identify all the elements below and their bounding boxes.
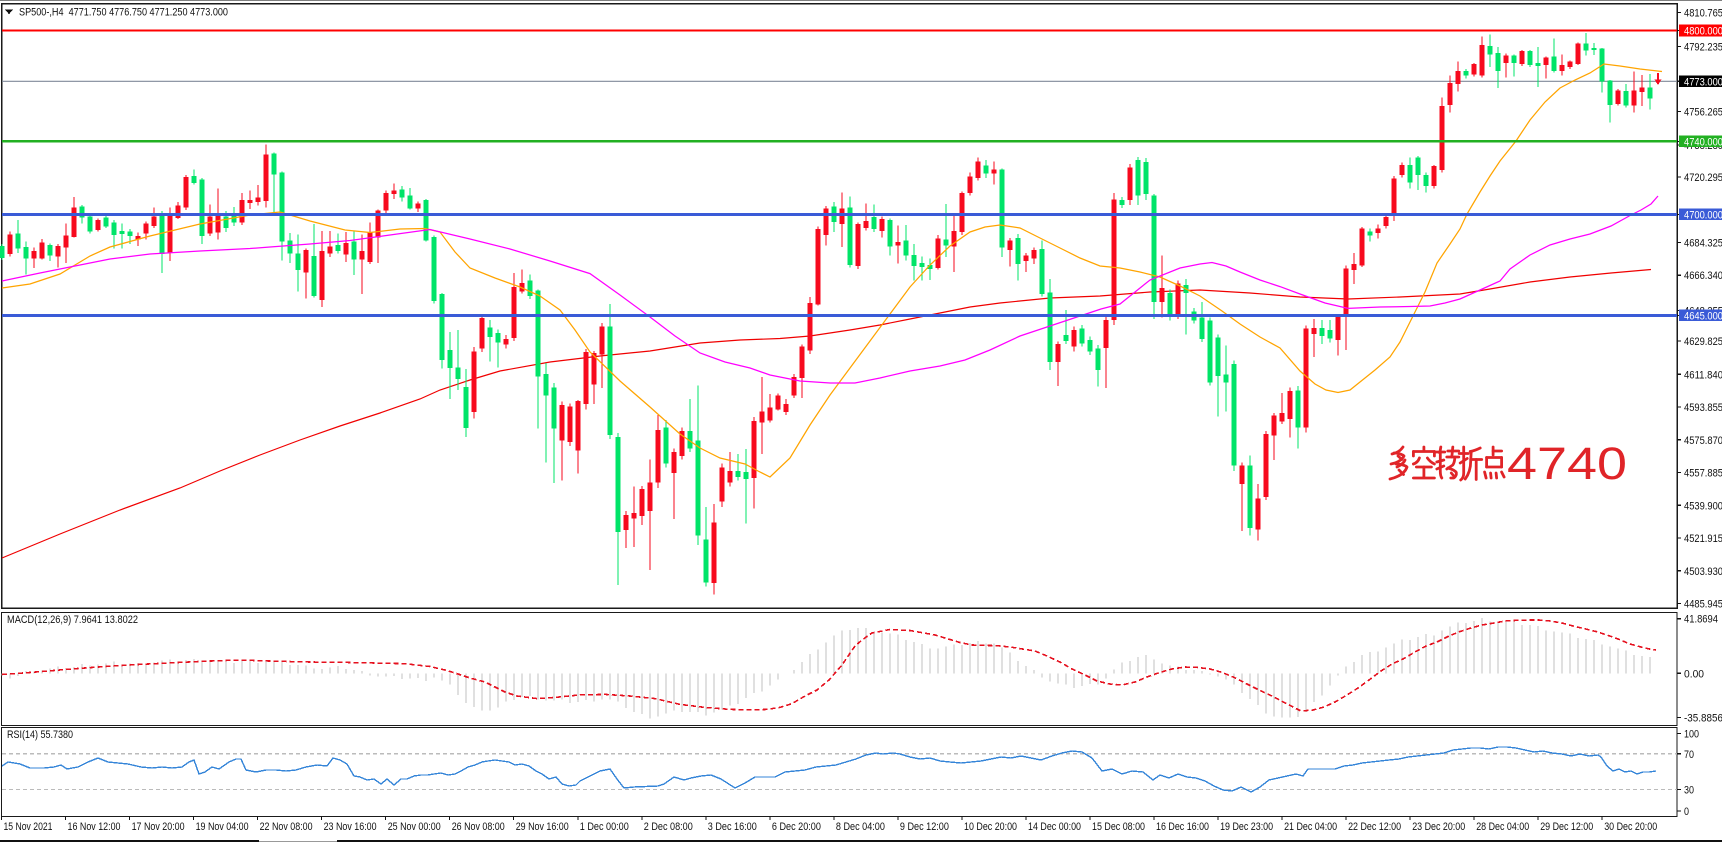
svg-text:16 Dec 16:00: 16 Dec 16:00	[1156, 821, 1209, 833]
svg-text:4575.870: 4575.870	[1684, 435, 1722, 447]
svg-text:4792.235: 4792.235	[1684, 41, 1722, 53]
svg-text:25 Nov 00:00: 25 Nov 00:00	[388, 821, 441, 833]
svg-text:MACD(12,26,9) 7.9641 13.8022: MACD(12,26,9) 7.9641 13.8022	[7, 614, 138, 626]
svg-text:4645.000: 4645.000	[1684, 310, 1722, 322]
svg-text:9 Dec 12:00: 9 Dec 12:00	[900, 821, 949, 833]
svg-text:30: 30	[1684, 785, 1694, 797]
svg-text:19 Dec 23:00: 19 Dec 23:00	[1220, 821, 1273, 833]
svg-text:29 Dec 12:00: 29 Dec 12:00	[1540, 821, 1593, 833]
svg-text:4629.825: 4629.825	[1684, 336, 1722, 348]
svg-text:1 Dec 00:00: 1 Dec 00:00	[580, 821, 629, 833]
svg-text:4611.840: 4611.840	[1684, 369, 1722, 381]
svg-text:15 Dec 08:00: 15 Dec 08:00	[1092, 821, 1145, 833]
svg-text:22 Dec 12:00: 22 Dec 12:00	[1348, 821, 1401, 833]
svg-text:RSI(14) 55.7380: RSI(14) 55.7380	[7, 729, 73, 741]
svg-text:4773.000: 4773.000	[1684, 76, 1722, 88]
svg-text:23 Dec 20:00: 23 Dec 20:00	[1412, 821, 1465, 833]
svg-text:4700.000: 4700.000	[1684, 209, 1722, 221]
svg-text:2 Dec 08:00: 2 Dec 08:00	[644, 821, 693, 833]
svg-text:29 Nov 16:00: 29 Nov 16:00	[516, 821, 569, 833]
svg-text:16 Nov 12:00: 16 Nov 12:00	[68, 821, 121, 833]
svg-text:70: 70	[1684, 749, 1694, 761]
svg-text:6 Dec 20:00: 6 Dec 20:00	[772, 821, 821, 833]
svg-text:4756.265: 4756.265	[1684, 107, 1722, 119]
svg-text:8 Dec 04:00: 8 Dec 04:00	[836, 821, 885, 833]
svg-text:4684.325: 4684.325	[1684, 238, 1722, 250]
svg-text:10 Dec 20:00: 10 Dec 20:00	[964, 821, 1017, 833]
svg-text:4503.930: 4503.930	[1684, 566, 1722, 578]
svg-text:4539.900: 4539.900	[1684, 500, 1722, 512]
svg-text:0: 0	[1684, 806, 1689, 818]
svg-text:4720.295: 4720.295	[1684, 172, 1722, 184]
svg-text:4666.340: 4666.340	[1684, 270, 1722, 282]
svg-text:30 Dec 20:00: 30 Dec 20:00	[1604, 821, 1657, 833]
svg-text:41.8694: 41.8694	[1684, 614, 1718, 626]
svg-text:23 Nov 16:00: 23 Nov 16:00	[324, 821, 377, 833]
svg-text:4800.000: 4800.000	[1684, 26, 1722, 38]
svg-text:100: 100	[1684, 729, 1699, 741]
svg-text:4557.885: 4557.885	[1684, 468, 1722, 480]
svg-text:26 Nov 08:00: 26 Nov 08:00	[452, 821, 505, 833]
svg-text:4740.000: 4740.000	[1684, 136, 1722, 148]
svg-text:28 Dec 04:00: 28 Dec 04:00	[1476, 821, 1529, 833]
svg-text:15 Nov 2021: 15 Nov 2021	[4, 821, 53, 833]
svg-text:19 Nov 04:00: 19 Nov 04:00	[196, 821, 249, 833]
svg-text:4485.945: 4485.945	[1684, 599, 1722, 611]
svg-text:14 Dec 00:00: 14 Dec 00:00	[1028, 821, 1081, 833]
svg-text:SP500-,H4 4771.750 4776.750 4: SP500-,H4 4771.750 4776.750 4771.250 477…	[19, 7, 228, 19]
svg-text:17 Nov 20:00: 17 Nov 20:00	[132, 821, 185, 833]
svg-text:3 Dec 16:00: 3 Dec 16:00	[708, 821, 757, 833]
svg-text:4810.765: 4810.765	[1684, 8, 1722, 20]
svg-text:-35.8856: -35.8856	[1684, 713, 1722, 725]
svg-text:4593.855: 4593.855	[1684, 402, 1722, 414]
svg-text:21 Dec 04:00: 21 Dec 04:00	[1284, 821, 1337, 833]
svg-text:4740: 4740	[1507, 438, 1627, 489]
svg-text:0.00: 0.00	[1684, 668, 1704, 680]
svg-text:4521.915: 4521.915	[1684, 533, 1722, 545]
svg-text:22 Nov 08:00: 22 Nov 08:00	[260, 821, 313, 833]
